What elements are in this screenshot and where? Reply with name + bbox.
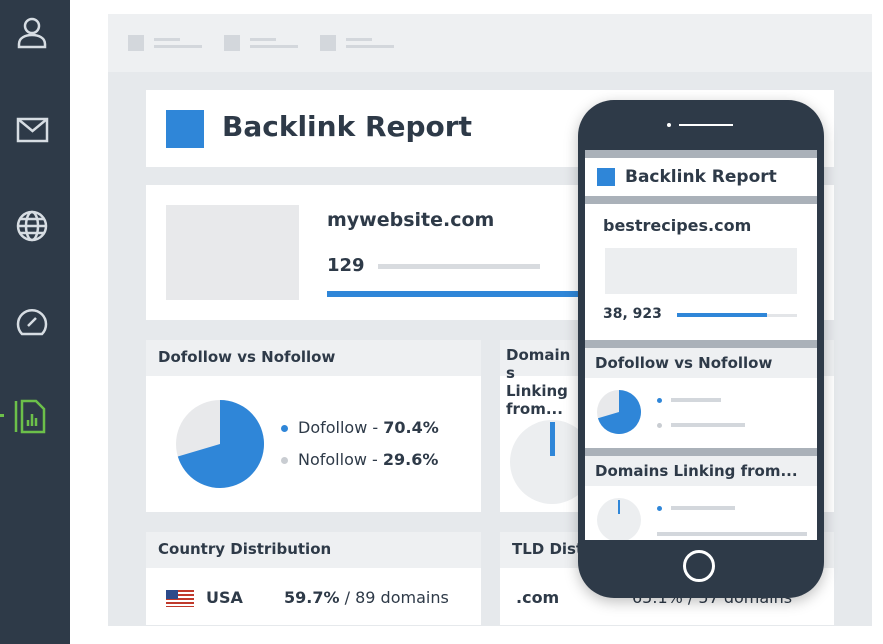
phone-count: 38, 923 bbox=[603, 306, 662, 322]
site-domain[interactable]: mywebsite.com bbox=[327, 209, 495, 231]
dofollow-title: Dofollow vs Nofollow bbox=[146, 340, 481, 376]
phone-progress-bar bbox=[677, 313, 767, 317]
phone-title: Backlink Report bbox=[625, 167, 777, 187]
phone-dofollow-card: Dofollow vs Nofollow bbox=[585, 348, 817, 448]
phone-title-card: Backlink Report bbox=[585, 158, 817, 196]
site-thumbnail bbox=[166, 205, 299, 300]
sidebar bbox=[0, 0, 70, 644]
legend-dofollow: Dofollow - 70.4% bbox=[281, 418, 439, 437]
country-value: 59.7% / 89 domains bbox=[284, 588, 449, 607]
globe-icon[interactable] bbox=[14, 208, 50, 244]
report-logo-icon bbox=[597, 168, 615, 186]
legend-nofollow: Nofollow - 29.6% bbox=[281, 450, 438, 469]
phone-site-domain[interactable]: bestrecipes.com bbox=[603, 216, 752, 235]
phone-site-card: bestrecipes.com 38, 923 bbox=[585, 204, 817, 340]
backlink-progress-bar bbox=[327, 291, 587, 297]
domains-pie-chart bbox=[500, 416, 578, 506]
phone-section-title: Domains Linking from... bbox=[585, 456, 817, 486]
top-bar bbox=[108, 14, 872, 72]
phone-screen: Backlink Report bestrecipes.com 38, 923 … bbox=[585, 150, 817, 540]
home-button[interactable] bbox=[683, 550, 715, 582]
dofollow-card: Dofollow vs Nofollow Dofollow - 70.4% No… bbox=[146, 340, 481, 512]
country-title: Country Distribution bbox=[146, 532, 481, 568]
country-card: Country Distribution USA 59.7% / 89 doma… bbox=[146, 532, 481, 625]
phone-pie-chart bbox=[597, 390, 641, 434]
domains-title: Domains Linking from... bbox=[506, 346, 571, 418]
phone-section-title: Dofollow vs Nofollow bbox=[585, 348, 817, 378]
page-title: Backlink Report bbox=[222, 110, 472, 143]
dofollow-pie-chart bbox=[176, 400, 264, 488]
user-icon[interactable] bbox=[14, 14, 50, 50]
report-logo-icon bbox=[166, 110, 204, 148]
tld-name: .com bbox=[516, 588, 560, 607]
phone-domains-card: Domains Linking from... bbox=[585, 456, 817, 540]
backlink-count: 129 bbox=[327, 255, 365, 276]
active-indicator bbox=[0, 414, 4, 417]
mail-icon[interactable] bbox=[14, 112, 50, 148]
gauge-icon[interactable] bbox=[14, 304, 50, 340]
us-flag-icon bbox=[166, 590, 194, 607]
report-icon[interactable] bbox=[12, 398, 48, 434]
country-name: USA bbox=[206, 588, 243, 607]
